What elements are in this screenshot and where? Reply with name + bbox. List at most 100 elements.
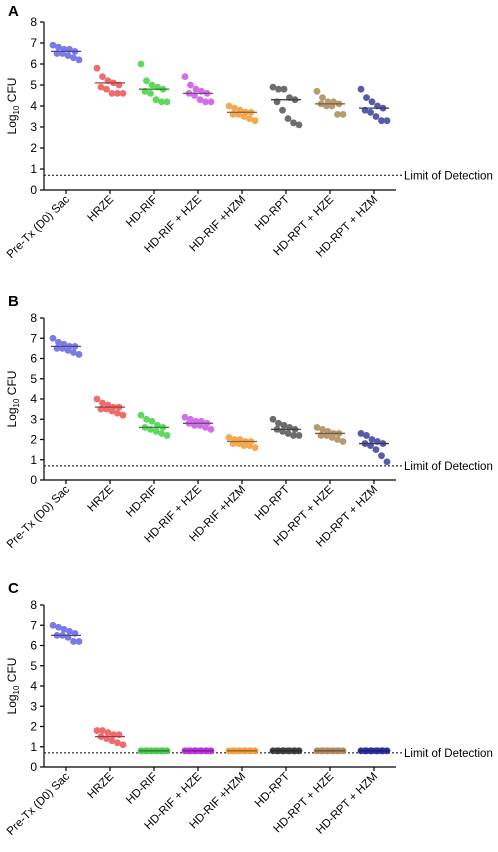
data-point [225, 434, 233, 441]
data-point [49, 334, 57, 342]
y-tick-label: 4 [30, 392, 37, 406]
x-tick-label: HD-RIF [124, 484, 160, 520]
data-point [313, 87, 321, 95]
data-point [368, 436, 376, 443]
data-point [290, 119, 297, 127]
data-point [114, 739, 121, 747]
data-point [152, 428, 160, 435]
data-point [55, 338, 62, 346]
y-tick-label: 4 [30, 679, 37, 693]
x-tick-label: Pre-Tx (D0) Sac [5, 770, 72, 837]
data-point [279, 106, 286, 114]
data-point [207, 98, 215, 106]
data-point [231, 104, 238, 112]
data-point [383, 117, 391, 125]
data-point [152, 96, 160, 104]
data-point [246, 442, 253, 449]
data-point [158, 430, 165, 437]
data-point [378, 452, 385, 460]
data-point [339, 438, 347, 445]
y-axis-label: Log10 CFU [5, 371, 21, 428]
data-point [372, 113, 380, 120]
data-point [363, 94, 370, 101]
data-point [207, 425, 215, 433]
data-point [108, 737, 116, 745]
data-point [357, 85, 365, 93]
data-point [158, 98, 165, 106]
data-point [275, 419, 282, 427]
data-point [114, 90, 121, 97]
x-tick-label: Pre-Tx (D0) Sac [5, 193, 72, 260]
data-point [60, 625, 68, 633]
data-point [367, 108, 374, 116]
y-axis-label: Log10 CFU [5, 658, 21, 715]
data-point [137, 60, 145, 68]
x-tick-label: HD-RIF [124, 771, 160, 807]
data-point [75, 351, 83, 358]
data-point [295, 121, 303, 129]
data-point [280, 85, 288, 93]
data-point [143, 415, 150, 423]
y-tick-label: 6 [30, 57, 37, 71]
data-point [372, 446, 380, 454]
y-tick-label: 7 [30, 36, 37, 50]
data-point [64, 52, 72, 59]
data-point [181, 413, 189, 421]
data-point [70, 349, 77, 356]
data-point [114, 409, 121, 417]
y-tick-label: 8 [30, 598, 37, 612]
data-point [93, 727, 101, 734]
data-point [93, 395, 101, 403]
detection-limit-label: Limit of Detection [404, 170, 493, 182]
data-point [319, 425, 326, 433]
data-point [55, 43, 62, 51]
data-point [49, 41, 57, 49]
data-point [246, 115, 253, 122]
data-point [119, 411, 127, 419]
y-axis-label-sub: 10 [12, 398, 21, 407]
data-point [284, 115, 292, 122]
data-point [70, 638, 77, 645]
data-point [319, 94, 326, 101]
y-tick-label: 1 [30, 453, 37, 467]
y-axis-label-unit: CFU [5, 78, 19, 103]
panel-label: B [8, 293, 19, 310]
data-point [275, 85, 282, 93]
data-point [269, 415, 277, 423]
x-tick-label: HD-RIF [124, 194, 160, 230]
y-tick-label: 1 [30, 740, 37, 754]
data-point [99, 73, 106, 80]
data-point [104, 729, 112, 736]
y-tick-label: 6 [30, 352, 37, 366]
x-tick-label: HD-RPT [253, 194, 292, 233]
data-point [143, 77, 150, 85]
x-tick-label: HRZE [85, 770, 116, 801]
data-point [55, 623, 62, 631]
data-point [196, 96, 204, 104]
y-axis-label-unit: CFU [5, 371, 19, 396]
data-point [64, 347, 72, 354]
data-point [334, 111, 341, 118]
data-point [148, 81, 156, 89]
data-point [202, 98, 209, 106]
data-point [357, 430, 365, 437]
data-point [119, 90, 127, 97]
y-tick-label: 1 [30, 162, 37, 176]
y-tick-label: 5 [30, 659, 37, 673]
y-axis-label: Log10 CFU [5, 78, 21, 135]
data-point [363, 432, 370, 439]
data-point [225, 102, 233, 110]
y-tick-label: 5 [30, 372, 37, 386]
x-tick-label: HD-RPT [253, 771, 292, 810]
data-point [148, 417, 156, 425]
data-point [49, 621, 57, 629]
data-point [99, 727, 106, 734]
y-tick-label: 2 [30, 720, 37, 734]
y-tick-label: 4 [30, 99, 37, 113]
panel-label: C [8, 580, 19, 597]
x-tick-label: HD-RPT [253, 484, 292, 523]
data-point [251, 117, 259, 125]
data-point [339, 111, 347, 118]
panel-label: A [8, 3, 19, 20]
